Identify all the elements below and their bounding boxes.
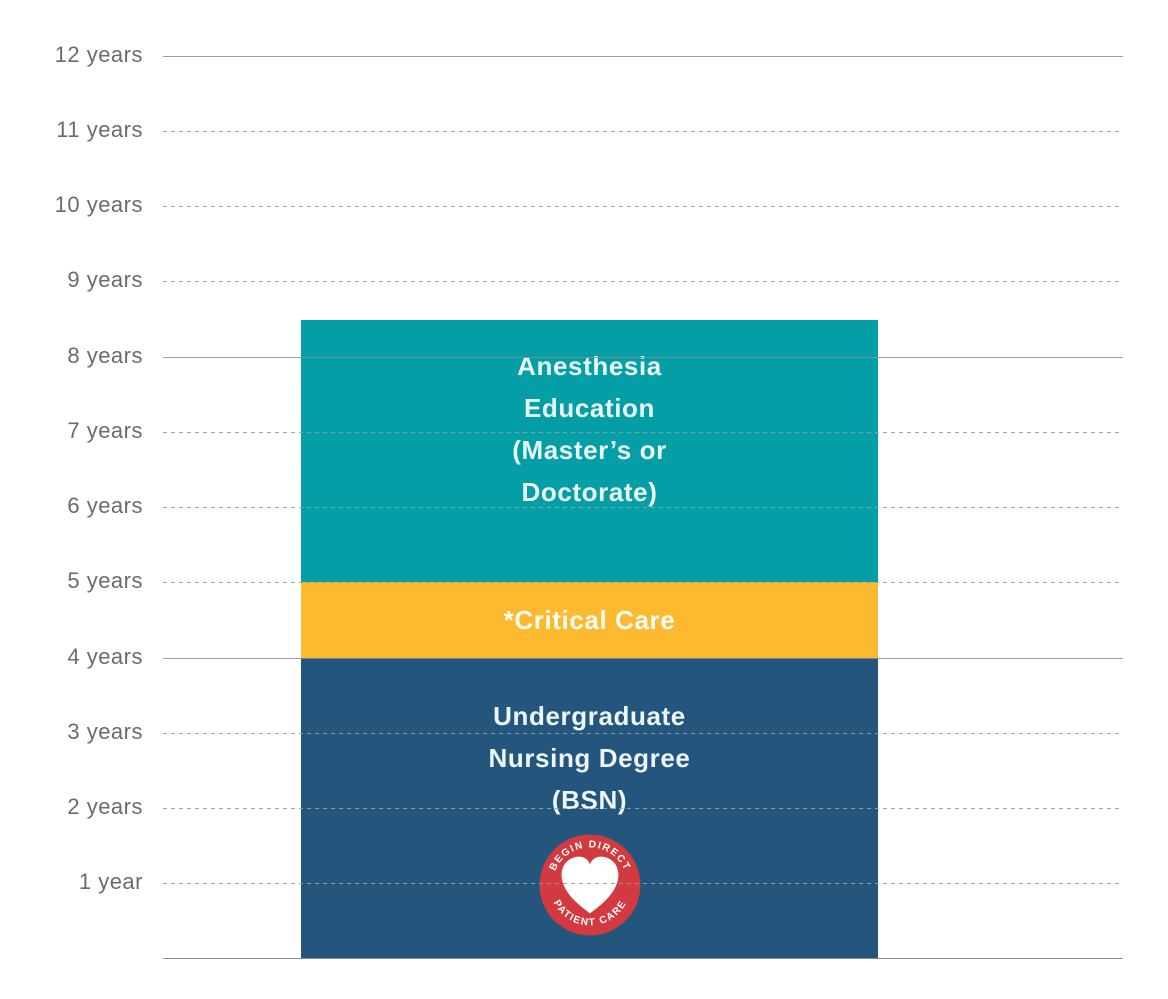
y-tick-label: 11 years — [56, 117, 143, 142]
y-tick-label: 1 year — [78, 869, 143, 894]
y-tick-label: 12 years — [54, 42, 143, 67]
segment-label: Undergraduate Nursing Degree (BSN) — [488, 701, 691, 815]
gridline-dashed — [163, 431, 1123, 433]
y-tick-label: 3 years — [67, 719, 143, 744]
gridline-solid — [163, 657, 1123, 659]
x-axis-baseline — [163, 958, 1123, 959]
gridline-dashed — [163, 807, 1123, 809]
y-tick-label: 8 years — [67, 343, 143, 368]
gridline-dashed — [163, 882, 1123, 884]
gridline-dashed — [163, 280, 1123, 282]
segment-label: Anesthesia Education (Master’s or Doctor… — [512, 351, 667, 507]
gridline-dashed — [163, 732, 1123, 734]
y-tick-label: 4 years — [67, 644, 143, 669]
gridline-dashed — [163, 130, 1123, 132]
gridline-dashed — [163, 581, 1123, 583]
segment-critical-care: *Critical Care — [301, 582, 878, 658]
stacked-bar: Anesthesia Education (Master’s or Doctor… — [301, 320, 878, 958]
gridline-dashed — [163, 205, 1123, 207]
gridline-solid — [163, 356, 1123, 358]
y-tick-label: 10 years — [54, 192, 143, 217]
y-tick-label: 2 years — [67, 794, 143, 819]
segment-label: *Critical Care — [503, 605, 676, 635]
segment-undergraduate-bsn: Undergraduate Nursing Degree (BSN) BEGIN… — [301, 658, 878, 958]
badge-svg: BEGIN DIRECT PATIENT CARE — [539, 834, 640, 936]
begin-direct-patient-care-badge: BEGIN DIRECT PATIENT CARE — [535, 830, 645, 940]
heart-icon — [561, 856, 618, 914]
gridline-dashed — [163, 506, 1123, 508]
y-tick-label: 9 years — [67, 267, 143, 292]
y-tick-label: 6 years — [67, 493, 143, 518]
gridline-solid — [163, 55, 1123, 57]
y-tick-label: 5 years — [67, 568, 143, 593]
segment-anesthesia-education: Anesthesia Education (Master’s or Doctor… — [301, 320, 878, 582]
y-tick-label: 7 years — [67, 418, 143, 443]
